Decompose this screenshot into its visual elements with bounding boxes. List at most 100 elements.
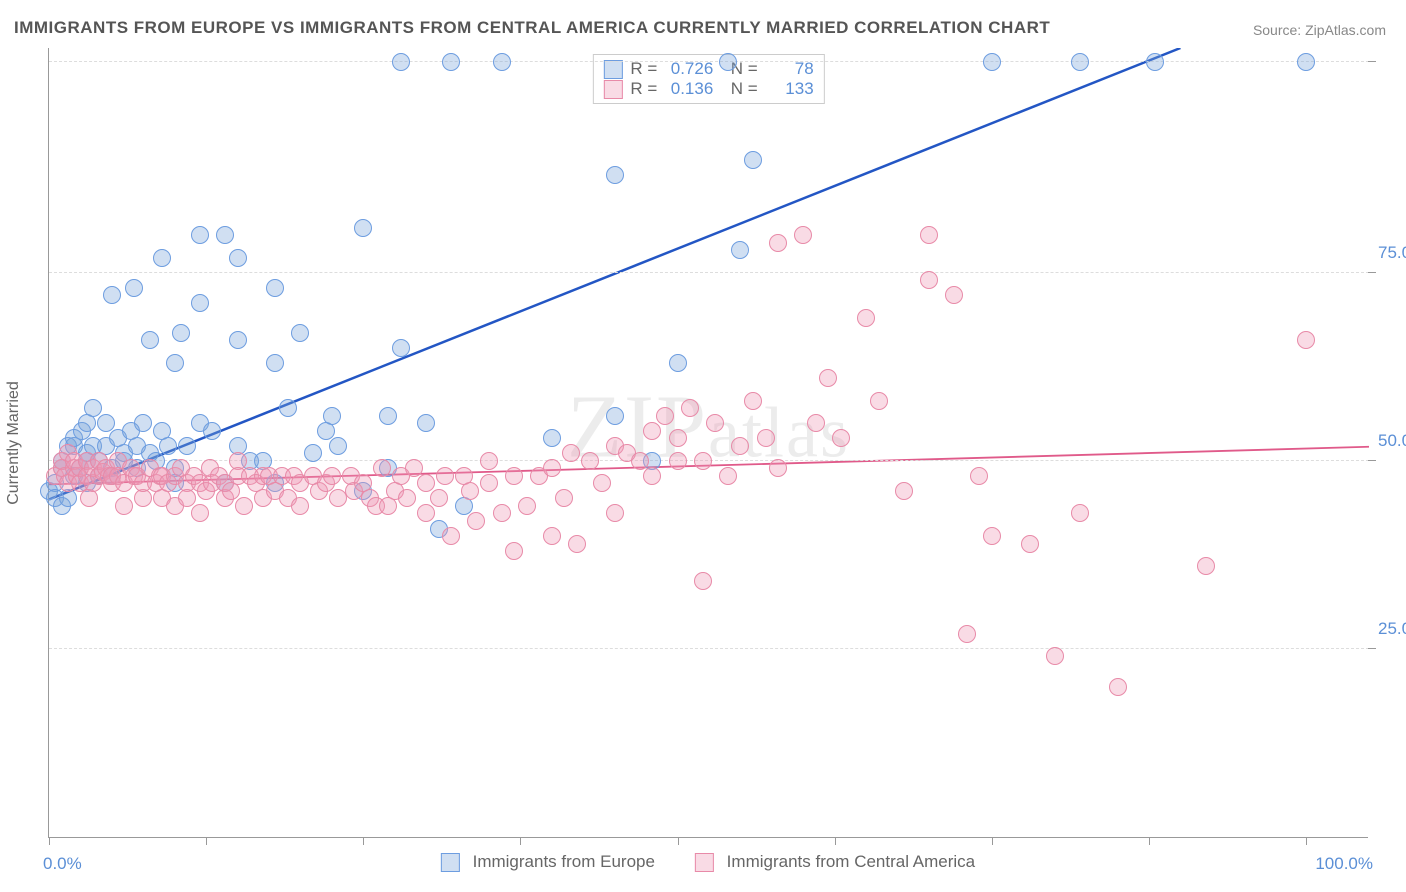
legend-r-value-central-america: 0.136 bbox=[665, 79, 713, 99]
data-point bbox=[493, 504, 511, 522]
data-point bbox=[442, 53, 460, 71]
data-point bbox=[1046, 647, 1064, 665]
data-point bbox=[593, 474, 611, 492]
data-point bbox=[518, 497, 536, 515]
data-point bbox=[1297, 331, 1315, 349]
data-point bbox=[543, 459, 561, 477]
data-point bbox=[1297, 53, 1315, 71]
data-point bbox=[417, 414, 435, 432]
legend-n-label: N = bbox=[721, 79, 757, 99]
data-point bbox=[1071, 53, 1089, 71]
data-point bbox=[392, 339, 410, 357]
data-point bbox=[266, 354, 284, 372]
data-point bbox=[279, 399, 297, 417]
data-point bbox=[191, 504, 209, 522]
data-point bbox=[562, 444, 580, 462]
data-point bbox=[807, 414, 825, 432]
data-point bbox=[568, 535, 586, 553]
data-point bbox=[631, 452, 649, 470]
y-tick-label: 25.0% bbox=[1378, 619, 1406, 639]
series-legend: Immigrants from Europe Immigrants from C… bbox=[441, 852, 975, 872]
data-point bbox=[266, 279, 284, 297]
data-point bbox=[291, 324, 309, 342]
data-point bbox=[731, 241, 749, 259]
data-point bbox=[354, 219, 372, 237]
data-point bbox=[125, 279, 143, 297]
data-point bbox=[178, 489, 196, 507]
data-point bbox=[1197, 557, 1215, 575]
data-point bbox=[543, 527, 561, 545]
legend-label-central-america: Immigrants from Central America bbox=[727, 852, 975, 871]
data-point bbox=[1109, 678, 1127, 696]
source-attribution: Source: ZipAtlas.com bbox=[1253, 22, 1386, 38]
x-axis-max-label: 100.0% bbox=[1315, 854, 1373, 874]
data-point bbox=[857, 309, 875, 327]
data-point bbox=[159, 437, 177, 455]
data-point bbox=[505, 467, 523, 485]
data-point bbox=[461, 482, 479, 500]
trend-lines bbox=[49, 48, 1369, 838]
data-point bbox=[945, 286, 963, 304]
legend-swatch-europe-icon bbox=[441, 853, 460, 872]
x-axis-min-label: 0.0% bbox=[43, 854, 82, 874]
data-point bbox=[970, 467, 988, 485]
y-axis-title: Currently Married bbox=[5, 381, 23, 505]
data-point bbox=[819, 369, 837, 387]
data-point bbox=[581, 452, 599, 470]
data-point bbox=[920, 226, 938, 244]
data-point bbox=[920, 271, 938, 289]
data-point bbox=[606, 407, 624, 425]
data-point bbox=[480, 452, 498, 470]
data-point bbox=[229, 331, 247, 349]
data-point bbox=[656, 407, 674, 425]
gridline bbox=[49, 648, 1369, 649]
data-point bbox=[694, 452, 712, 470]
data-point bbox=[323, 467, 341, 485]
plot-area: ZIPatlas R = 0.726 N = 78 R = 0.136 N = … bbox=[48, 48, 1368, 838]
data-point bbox=[172, 324, 190, 342]
data-point bbox=[493, 53, 511, 71]
legend-label-europe: Immigrants from Europe bbox=[473, 852, 655, 871]
data-point bbox=[153, 249, 171, 267]
data-point bbox=[643, 467, 661, 485]
data-point bbox=[379, 407, 397, 425]
data-point bbox=[681, 399, 699, 417]
data-point bbox=[405, 459, 423, 477]
data-point bbox=[115, 497, 133, 515]
data-point bbox=[304, 444, 322, 462]
data-point bbox=[436, 467, 454, 485]
scatter-chart: Currently Married ZIPatlas R = 0.726 N =… bbox=[48, 48, 1368, 838]
legend-swatch-central-america bbox=[603, 80, 622, 99]
data-point bbox=[606, 504, 624, 522]
data-point bbox=[373, 459, 391, 477]
data-point bbox=[417, 504, 435, 522]
data-point bbox=[216, 226, 234, 244]
data-point bbox=[794, 226, 812, 244]
data-point bbox=[669, 354, 687, 372]
data-point bbox=[983, 527, 1001, 545]
data-point bbox=[744, 151, 762, 169]
data-point bbox=[235, 497, 253, 515]
legend-r-label: R = bbox=[630, 79, 657, 99]
data-point bbox=[669, 429, 687, 447]
y-tick-label: 75.0% bbox=[1378, 243, 1406, 263]
data-point bbox=[442, 527, 460, 545]
y-tick-label: 50.0% bbox=[1378, 431, 1406, 451]
data-point bbox=[417, 474, 435, 492]
data-point bbox=[744, 392, 762, 410]
data-point bbox=[555, 489, 573, 507]
data-point bbox=[719, 53, 737, 71]
data-point bbox=[430, 489, 448, 507]
data-point bbox=[1021, 535, 1039, 553]
data-point bbox=[543, 429, 561, 447]
data-point bbox=[480, 474, 498, 492]
data-point bbox=[769, 459, 787, 477]
data-point bbox=[983, 53, 1001, 71]
data-point bbox=[329, 437, 347, 455]
legend-swatch-europe bbox=[603, 60, 622, 79]
data-point bbox=[505, 542, 523, 560]
data-point bbox=[141, 331, 159, 349]
legend-item-europe: Immigrants from Europe bbox=[441, 852, 655, 872]
data-point bbox=[757, 429, 775, 447]
data-point bbox=[669, 452, 687, 470]
